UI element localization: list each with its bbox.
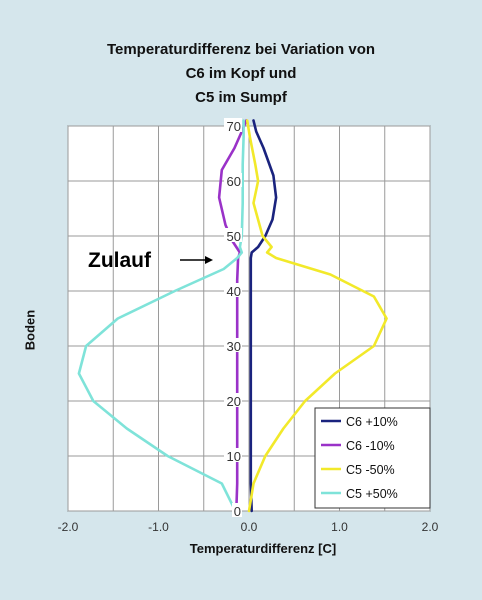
- annotation-zulauf: Zulauf: [88, 249, 151, 272]
- chart-title-line-1: Temperaturdifferenz bei Variation von: [106, 41, 376, 58]
- y-tick-label-bg: [224, 283, 242, 297]
- legend-label-2: C5 -50%: [346, 463, 395, 477]
- y-axis-label: Boden: [22, 309, 38, 351]
- legend: [314, 407, 431, 509]
- y-tick-label-bg: [232, 503, 242, 517]
- y-tick-label-bg: [224, 448, 242, 462]
- chart-title-line-3: C5 im Sumpf: [195, 89, 287, 106]
- legend-label-1: C6 -10%: [346, 439, 395, 453]
- series-line-3: [77, 119, 245, 513]
- x-tick-label: -2.0: [58, 520, 79, 534]
- series-line-0: [249, 119, 278, 513]
- y-tick-label: 10: [227, 449, 241, 464]
- y-tick-label-bg: [224, 118, 242, 132]
- y-tick-label: 20: [227, 394, 241, 409]
- annotation-arrow-head: [205, 256, 213, 264]
- x-axis-label: Temperaturdifferenz [C]: [189, 541, 337, 556]
- y-tick-label: 40: [227, 284, 241, 299]
- legend-label-0: C6 +10%: [346, 415, 398, 429]
- y-tick-label: 60: [227, 174, 241, 189]
- y-tick-label-bg: [224, 173, 242, 187]
- series-line-1: [217, 119, 248, 513]
- x-tick-label: 0.0: [241, 520, 258, 534]
- y-tick-label: 50: [227, 229, 241, 244]
- legend-label-3: C5 +50%: [346, 487, 398, 501]
- x-tick-label: 1.0: [331, 520, 348, 534]
- chart-title: Temperaturdifferenz bei Variation von C6…: [0, 38, 482, 110]
- y-tick-label: 0: [234, 504, 241, 519]
- y-tick-label-bg: [224, 393, 242, 407]
- y-tick-label: 70: [227, 119, 241, 134]
- y-tick-label-bg: [224, 338, 242, 352]
- chart-title-line-2: C6 im Kopf und: [185, 65, 297, 82]
- x-tick-label: -1.0: [148, 520, 169, 534]
- x-tick-label: 2.0: [422, 520, 439, 534]
- y-tick-label: 30: [227, 339, 241, 354]
- y-tick-label-bg: [224, 228, 242, 242]
- series-line-2: [245, 119, 388, 513]
